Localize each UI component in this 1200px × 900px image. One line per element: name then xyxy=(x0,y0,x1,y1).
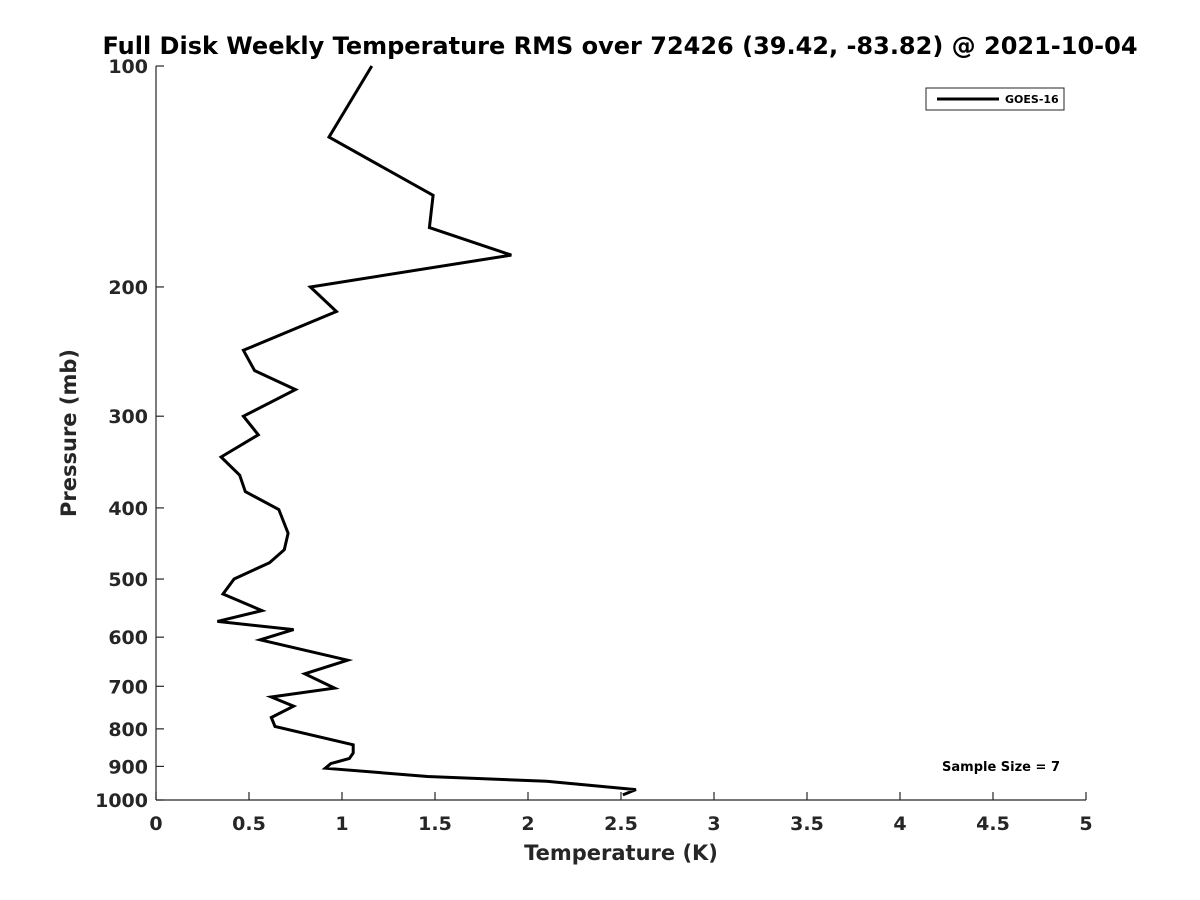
series-line-goes-16 xyxy=(217,65,637,797)
x-tick-label: 0.5 xyxy=(232,813,266,835)
x-tick-label: 2 xyxy=(521,813,534,835)
y-tick-label: 500 xyxy=(108,569,148,591)
series-layer xyxy=(217,65,637,797)
y-tick-label: 600 xyxy=(108,627,148,649)
y-tick-label: 400 xyxy=(108,498,148,520)
x-tick-label: 2.5 xyxy=(604,813,638,835)
y-tick-label: 1000 xyxy=(95,790,148,812)
x-tick-label: 1.5 xyxy=(418,813,452,835)
y-tick-label: 300 xyxy=(108,406,148,428)
x-tick-label: 4 xyxy=(893,813,906,835)
x-ticks: 0 0.5 1 1.5 2 2.5 3 3.5 4 4.5 5 xyxy=(149,792,1093,835)
y-tick-label: 900 xyxy=(108,756,148,778)
legend: GOES-16 xyxy=(925,87,1065,111)
y-tick-label: 200 xyxy=(108,277,148,299)
x-tick-label: 4.5 xyxy=(976,813,1010,835)
y-tick-label: 100 xyxy=(108,56,148,78)
x-tick-label: 1 xyxy=(335,813,348,835)
sample-size-annotation: Sample Size = 7 xyxy=(942,760,1060,775)
x-tick-label: 3 xyxy=(707,813,720,835)
y-tick-label: 700 xyxy=(108,676,148,698)
chart-title: Full Disk Weekly Temperature RMS over 72… xyxy=(102,32,1137,60)
x-tick-label: 3.5 xyxy=(790,813,824,835)
y-ticks: 100 200 300 400 500 600 700 800 900 1000 xyxy=(95,56,164,812)
legend-label-goes-16: GOES-16 xyxy=(1005,93,1059,106)
x-tick-label: 5 xyxy=(1079,813,1092,835)
y-axis-label: Pressure (mb) xyxy=(57,349,81,517)
y-tick-label: 800 xyxy=(108,719,148,741)
x-tick-label: 0 xyxy=(149,813,162,835)
x-axis-label: Temperature (K) xyxy=(524,841,718,865)
